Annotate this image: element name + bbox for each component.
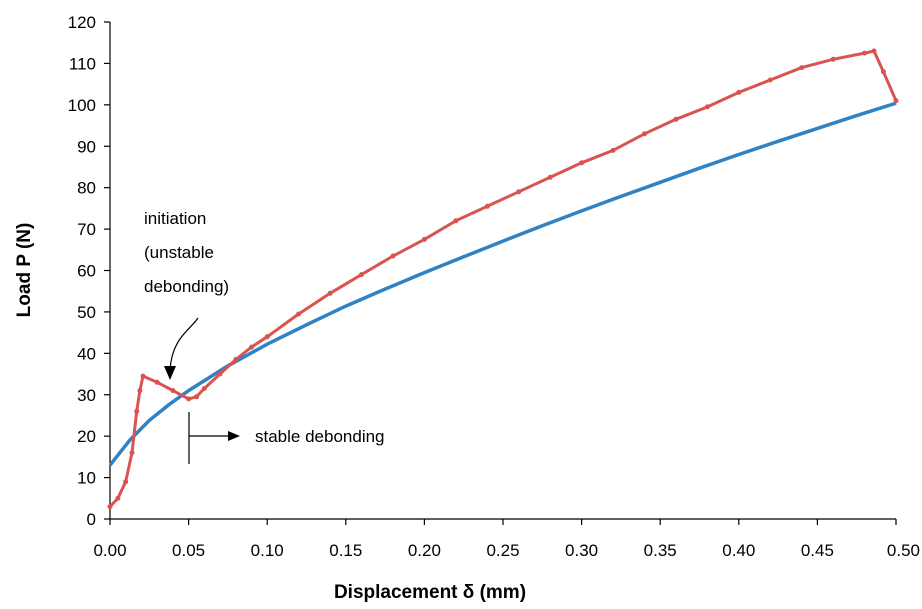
experiment-data-point bbox=[453, 218, 459, 224]
x-tick-label: 0.20 bbox=[408, 541, 441, 560]
experiment-data-point bbox=[249, 344, 254, 350]
x-tick-label: 0.30 bbox=[565, 541, 598, 560]
experiment-data-point bbox=[880, 69, 886, 75]
y-tick-label: 100 bbox=[68, 96, 96, 115]
y-tick-label: 70 bbox=[77, 220, 96, 239]
experiment-data-point bbox=[233, 357, 239, 362]
experiment-data-point bbox=[123, 479, 129, 485]
experiment-data-point bbox=[359, 272, 364, 278]
y-tick-label: 80 bbox=[77, 179, 96, 198]
experiment-data-point bbox=[799, 65, 805, 71]
series-experiment-line bbox=[108, 49, 898, 508]
x-tick-label: 0.35 bbox=[644, 541, 677, 560]
experiment-data-point bbox=[642, 131, 647, 137]
annotation-stable-label: stable debonding bbox=[255, 427, 385, 446]
experiment-data-point bbox=[217, 371, 223, 377]
experiment-data-point bbox=[264, 334, 270, 340]
experiment-data-point bbox=[579, 160, 585, 166]
experiment-data-point bbox=[673, 116, 679, 122]
experiment-data-point bbox=[137, 388, 143, 394]
experiment-data-point bbox=[767, 77, 773, 83]
experiment-data-point bbox=[327, 290, 333, 296]
plot-area: 0.00 0.05 0.10 0.15 0.20 0.25 0.30 0.35 0.40 0.45… bbox=[68, 13, 920, 560]
annotation-initiation-arrow bbox=[169, 317, 199, 371]
experiment-data-point bbox=[484, 203, 490, 209]
y-axis-title: Load P (N) bbox=[14, 223, 35, 318]
experiment-data-point bbox=[194, 394, 199, 400]
x-tick-label: 0.15 bbox=[329, 541, 362, 560]
experiment-data-point bbox=[871, 48, 877, 54]
x-tick-label: 0.00 bbox=[93, 541, 126, 560]
experiment-data-point bbox=[154, 379, 160, 385]
experiment-data-point bbox=[134, 408, 140, 414]
experiment-data-point bbox=[830, 56, 836, 62]
experiment-data-point bbox=[704, 104, 710, 110]
y-tick-label: 10 bbox=[77, 469, 96, 488]
x-axis-title: Displacement δ (mm) bbox=[334, 582, 526, 603]
annotation-initiation-line3: debonding) bbox=[144, 277, 229, 296]
y-tick-label: 20 bbox=[77, 427, 96, 446]
y-tick-label: 30 bbox=[77, 386, 96, 405]
x-tick-label: 0.25 bbox=[486, 541, 519, 560]
x-tick-label: 0.50 bbox=[887, 541, 920, 560]
experiment-data-point bbox=[610, 147, 616, 153]
y-tick-label: 60 bbox=[77, 262, 96, 281]
x-tick-label: 0.10 bbox=[251, 541, 284, 560]
series-experiment-points bbox=[107, 48, 899, 510]
experiment-data-point bbox=[140, 373, 146, 379]
experiment-data-point bbox=[893, 98, 899, 104]
y-tick-label: 120 bbox=[68, 13, 96, 32]
experiment-data-point bbox=[547, 174, 553, 180]
x-axis-ticks: 0.00 0.05 0.10 0.15 0.20 0.25 0.30 0.35 0.40 0.45… bbox=[93, 519, 920, 560]
annotation-stable-arrowhead bbox=[228, 431, 240, 441]
y-tick-label: 90 bbox=[77, 137, 96, 156]
annotation-initiation-line1: initiation bbox=[144, 209, 206, 228]
annotation-stable: stable debonding bbox=[188, 412, 385, 464]
experiment-data-point bbox=[862, 50, 868, 56]
experiment-data-point bbox=[129, 450, 135, 456]
y-tick-label: 110 bbox=[69, 54, 96, 73]
experiment-data-point bbox=[296, 311, 302, 317]
experiment-data-point bbox=[115, 495, 121, 501]
annotation-initiation-line2: (unstable bbox=[144, 243, 214, 262]
x-tick-label: 0.05 bbox=[172, 541, 205, 560]
annotation-initiation-arrowhead bbox=[164, 366, 176, 380]
experiment-data-point bbox=[107, 504, 113, 510]
x-tick-label: 0.45 bbox=[801, 541, 834, 560]
experiment-data-point bbox=[170, 388, 176, 394]
x-tick-label: 0.40 bbox=[722, 541, 755, 560]
experiment-data-point bbox=[201, 386, 207, 391]
experiment-data-point bbox=[186, 396, 192, 402]
experiment-data-point bbox=[516, 189, 522, 195]
experiment-data-point bbox=[736, 89, 742, 95]
experiment-data-point bbox=[421, 236, 427, 242]
y-tick-label: 0 bbox=[87, 510, 96, 529]
y-axis-ticks: 0 10 20 30 40 50 60 70 80 90 100 110 120 bbox=[68, 13, 110, 529]
annotation-initiation: initiation (unstable debonding) bbox=[144, 209, 229, 380]
experiment-data-point bbox=[390, 253, 396, 259]
y-tick-label: 50 bbox=[77, 303, 96, 322]
y-tick-label: 40 bbox=[77, 344, 96, 363]
